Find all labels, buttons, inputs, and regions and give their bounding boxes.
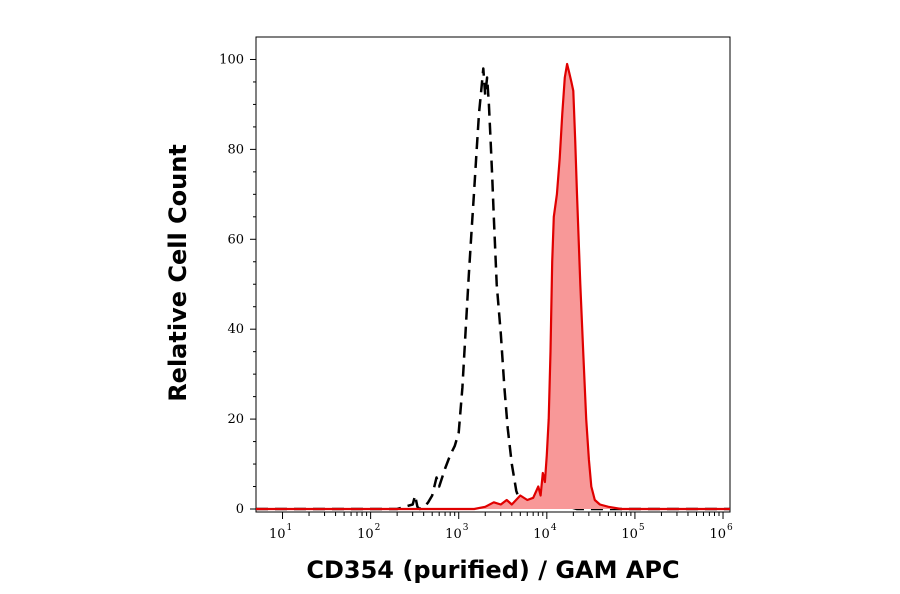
series-layer — [256, 62, 730, 511]
x-tick-label: 10 — [621, 527, 638, 542]
x-tick-label: 10 — [269, 527, 286, 542]
x-axis: 10 1 10 2 10 3 10 4 10 5 10 6 — [269, 512, 733, 542]
y-axis-title: Relative Cell Count — [164, 144, 192, 402]
y-tick-label: 0 — [236, 502, 244, 517]
x-tick-label: 10 — [709, 527, 726, 542]
y-tick-label: 100 — [219, 52, 244, 67]
x-tick-exponent: 5 — [639, 523, 645, 533]
x-tick-exponent: 1 — [287, 523, 293, 533]
x-tick-label: 10 — [357, 527, 374, 542]
x-tick-exponent: 6 — [727, 523, 733, 533]
x-axis-title: CD354 (purified) / GAM APC — [306, 556, 679, 584]
x-tick-exponent: 2 — [375, 523, 381, 533]
y-tick-label: 20 — [227, 412, 244, 427]
y-tick-label: 80 — [227, 142, 244, 157]
x-tick-exponent: 3 — [463, 523, 469, 533]
series-1-fill — [256, 64, 730, 509]
y-tick-label: 40 — [227, 322, 244, 337]
x-tick-label: 10 — [533, 527, 550, 542]
y-tick-label: 60 — [227, 232, 244, 247]
x-tick-exponent: 4 — [551, 523, 557, 533]
series-0-line — [256, 67, 730, 511]
x-tick-label: 10 — [445, 527, 462, 542]
plot-frame — [255, 36, 731, 513]
series-1-line — [256, 62, 730, 511]
y-axis: 0 20 40 60 80 100 — [219, 52, 256, 517]
